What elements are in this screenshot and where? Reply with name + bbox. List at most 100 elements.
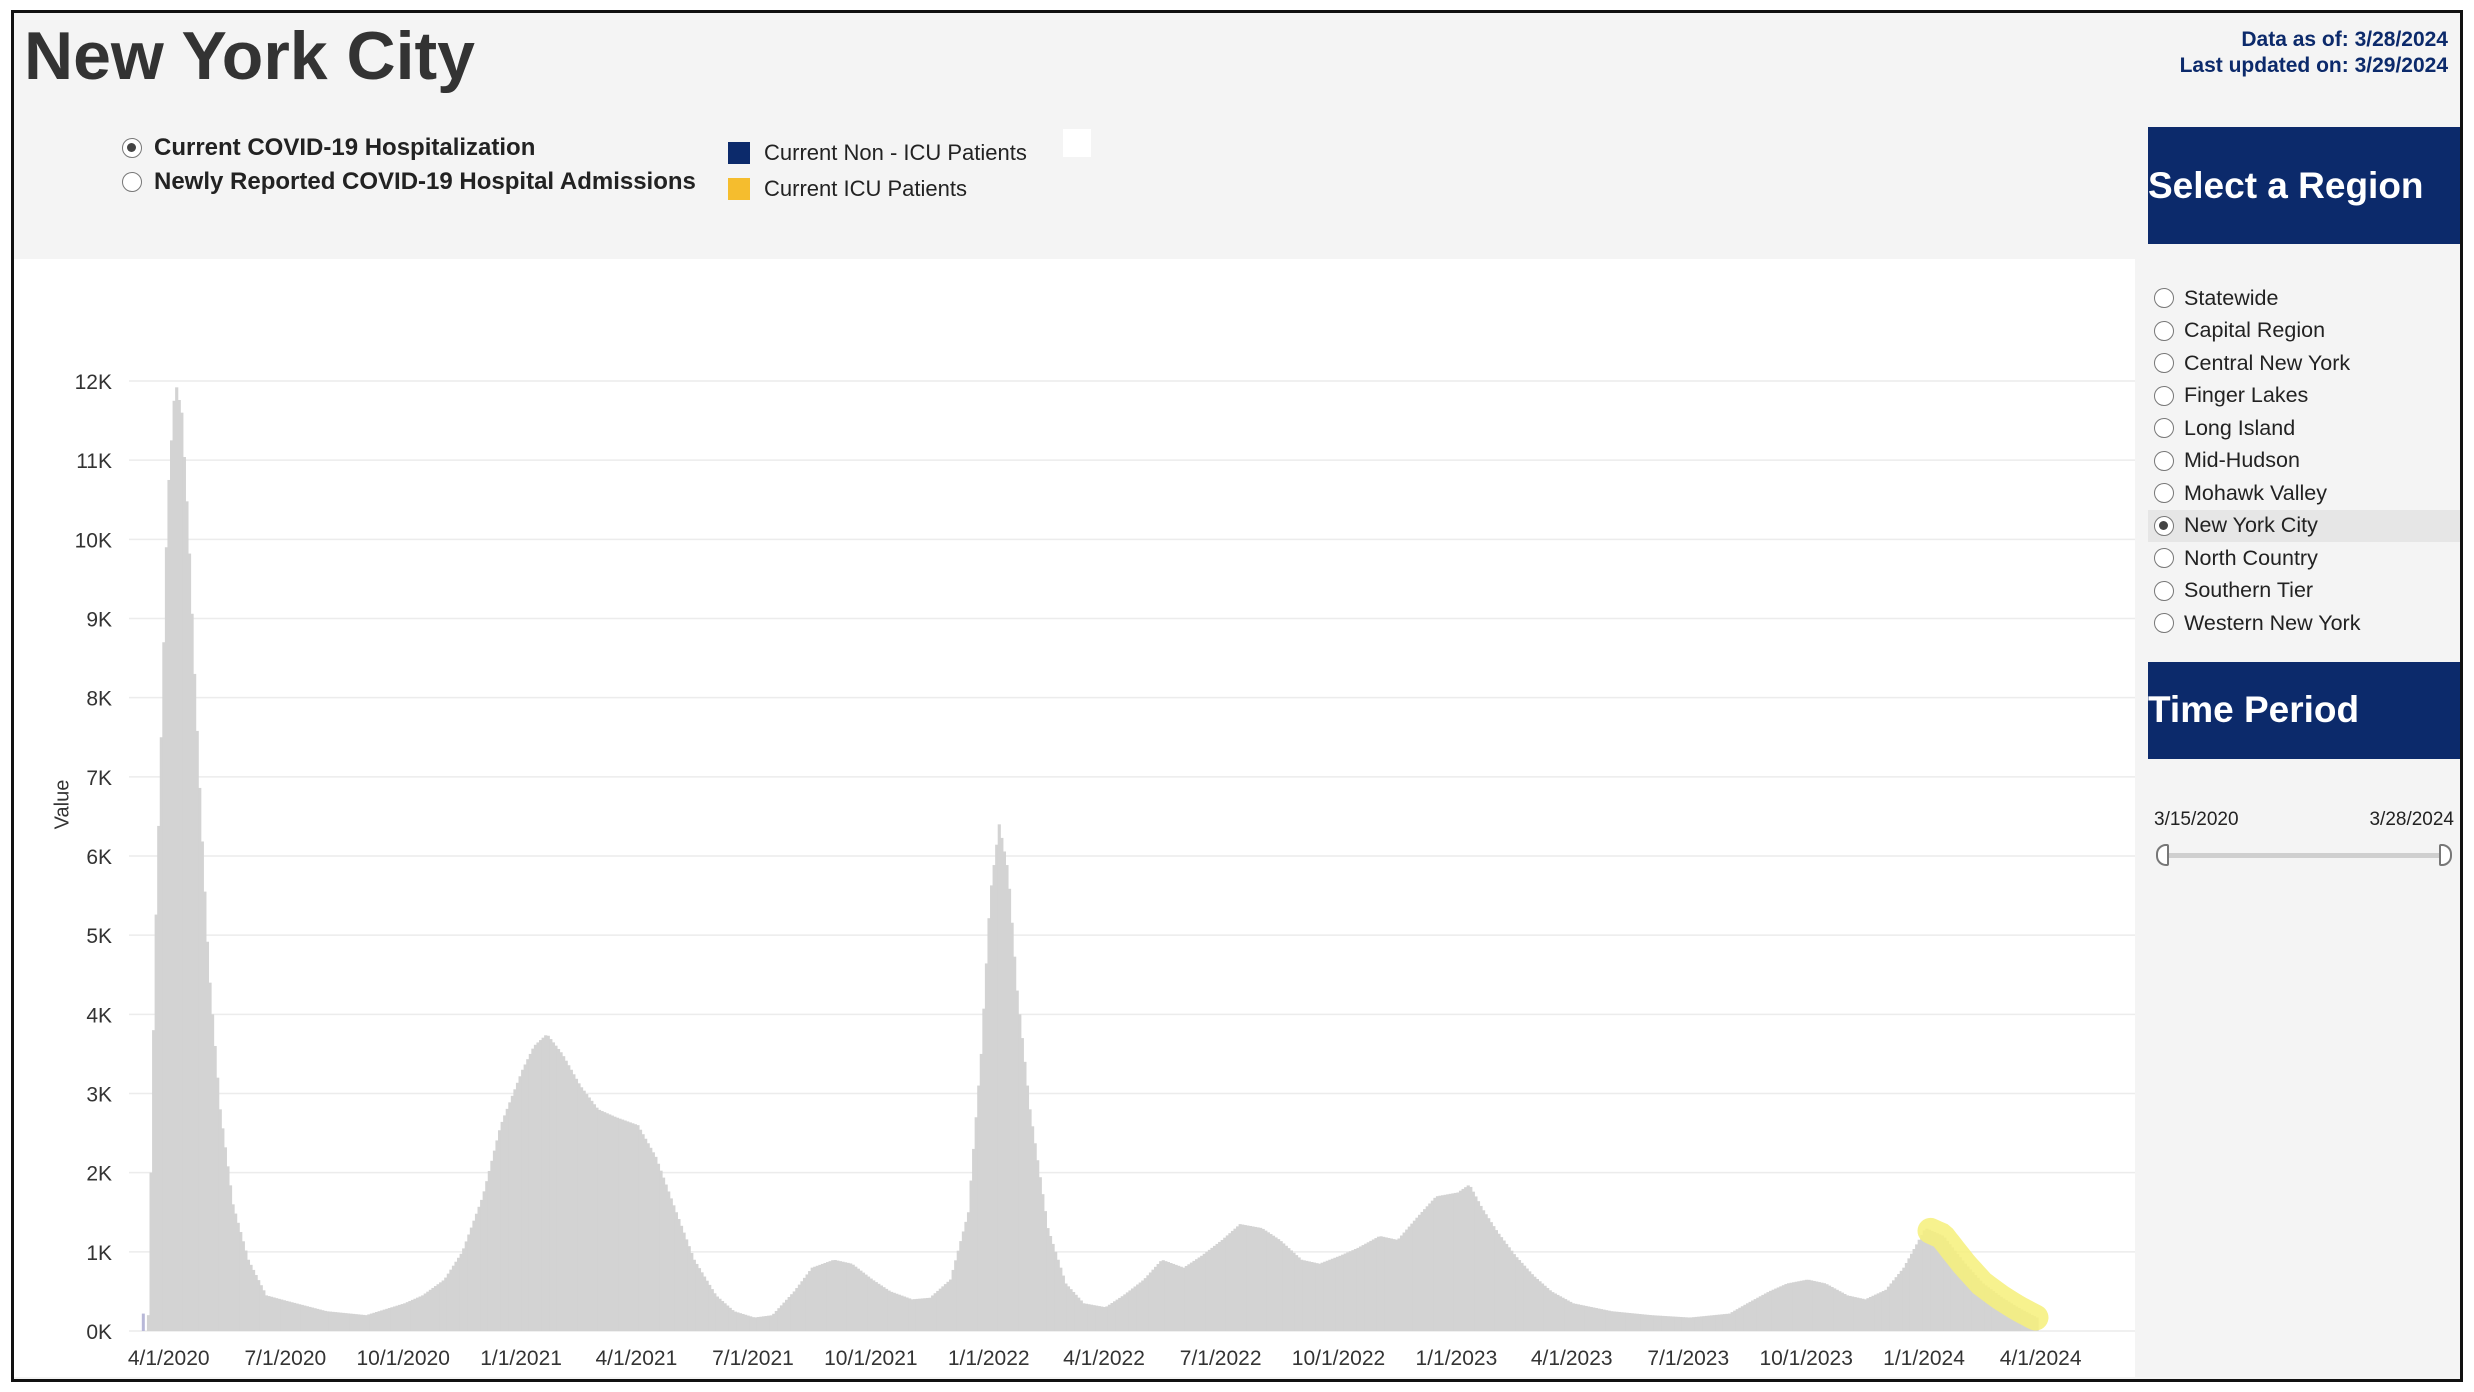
data-bar[interactable]	[603, 1112, 607, 1331]
data-bar[interactable]	[536, 1042, 540, 1331]
data-bar[interactable]	[979, 1053, 983, 1331]
data-bar[interactable]	[654, 1156, 658, 1331]
data-bar[interactable]	[1384, 1237, 1388, 1331]
data-bar[interactable]	[577, 1083, 581, 1331]
data-bar[interactable]	[1397, 1238, 1401, 1331]
data-bar[interactable]	[1435, 1196, 1440, 1331]
data-bar[interactable]	[859, 1270, 863, 1331]
data-bar[interactable]	[1799, 1280, 1803, 1331]
data-bar[interactable]	[890, 1291, 894, 1331]
data-bar[interactable]	[1277, 1239, 1281, 1331]
data-bar[interactable]	[1218, 1241, 1222, 1331]
data-bar[interactable]	[308, 1306, 312, 1331]
data-bar[interactable]	[1630, 1313, 1634, 1331]
data-bar[interactable]	[656, 1163, 661, 1331]
data-bar[interactable]	[800, 1281, 804, 1331]
data-bar[interactable]	[326, 1311, 330, 1331]
data-bar[interactable]	[1113, 1301, 1117, 1331]
data-bar[interactable]	[1171, 1263, 1176, 1331]
data-bar[interactable]	[200, 841, 204, 1331]
data-bar[interactable]	[744, 1314, 748, 1331]
data-bar[interactable]	[695, 1263, 699, 1331]
data-bar[interactable]	[1348, 1251, 1352, 1331]
data-bar[interactable]	[380, 1310, 384, 1331]
data-bar[interactable]	[1010, 922, 1014, 1331]
data-bar[interactable]	[1169, 1263, 1173, 1331]
data-bar[interactable]	[815, 1265, 819, 1331]
data-bar[interactable]	[244, 1250, 248, 1331]
data-bar[interactable]	[1154, 1266, 1158, 1331]
data-bar[interactable]	[344, 1313, 348, 1331]
data-bar[interactable]	[1974, 1275, 1978, 1331]
data-bar[interactable]	[426, 1291, 430, 1331]
data-bar[interactable]	[269, 1296, 274, 1331]
data-bar[interactable]	[226, 1166, 230, 1331]
data-bar[interactable]	[1704, 1315, 1709, 1331]
data-bar[interactable]	[928, 1297, 932, 1331]
data-bar[interactable]	[856, 1268, 860, 1331]
data-bar[interactable]	[1876, 1293, 1880, 1331]
data-bar[interactable]	[1868, 1296, 1873, 1331]
data-bar[interactable]	[1863, 1299, 1868, 1331]
data-bar[interactable]	[1005, 865, 1009, 1331]
data-bar[interactable]	[213, 1046, 217, 1331]
data-bar[interactable]	[1697, 1316, 1701, 1331]
data-bar[interactable]	[362, 1314, 366, 1331]
data-bar[interactable]	[1679, 1316, 1683, 1331]
data-bar[interactable]	[1195, 1259, 1199, 1331]
data-bar[interactable]	[1617, 1311, 1621, 1331]
data-bar[interactable]	[1699, 1316, 1704, 1331]
data-bar[interactable]	[1912, 1249, 1916, 1331]
data-bar[interactable]	[1469, 1186, 1473, 1331]
data-bar[interactable]	[1092, 1305, 1096, 1331]
data-bar[interactable]	[305, 1306, 309, 1331]
data-bar[interactable]	[720, 1301, 725, 1331]
data-bar[interactable]	[659, 1170, 663, 1331]
data-bar[interactable]	[1904, 1263, 1909, 1331]
data-bar[interactable]	[1471, 1191, 1475, 1331]
data-bar[interactable]	[672, 1205, 676, 1331]
data-bar[interactable]	[216, 1077, 220, 1331]
data-bar[interactable]	[1638, 1314, 1642, 1331]
data-bar[interactable]	[234, 1213, 238, 1331]
data-bar[interactable]	[690, 1252, 694, 1331]
data-bar[interactable]	[1523, 1265, 1527, 1331]
data-bar[interactable]	[713, 1293, 717, 1331]
data-bar[interactable]	[1943, 1237, 1947, 1331]
data-bar[interactable]	[1886, 1286, 1891, 1331]
data-bar[interactable]	[1812, 1280, 1816, 1331]
data-bar[interactable]	[1482, 1210, 1486, 1331]
data-bar[interactable]	[1182, 1267, 1186, 1331]
data-bar[interactable]	[1745, 1303, 1750, 1331]
data-bar[interactable]	[385, 1308, 389, 1331]
data-bar[interactable]	[1553, 1293, 1557, 1331]
data-bar[interactable]	[316, 1308, 320, 1331]
data-bar[interactable]	[1248, 1225, 1252, 1331]
data-bar[interactable]	[464, 1241, 468, 1331]
data-bar[interactable]	[467, 1234, 471, 1331]
data-bar[interactable]	[1525, 1268, 1529, 1331]
data-bar[interactable]	[1763, 1293, 1768, 1331]
data-bar[interactable]	[810, 1267, 814, 1331]
data-bar[interactable]	[1669, 1316, 1673, 1331]
data-bar[interactable]	[1758, 1296, 1762, 1331]
data-bar[interactable]	[1379, 1236, 1383, 1331]
data-bar[interactable]	[1266, 1232, 1270, 1331]
data-bar[interactable]	[1456, 1192, 1460, 1331]
data-bar[interactable]	[877, 1283, 881, 1331]
data-bar[interactable]	[1810, 1280, 1814, 1331]
data-bar[interactable]	[1146, 1275, 1150, 1331]
data-bar[interactable]	[1351, 1250, 1355, 1331]
data-bar[interactable]	[1991, 1291, 1996, 1331]
data-bar[interactable]	[1646, 1314, 1650, 1331]
data-bar[interactable]	[861, 1272, 866, 1331]
data-bar[interactable]	[779, 1305, 784, 1331]
data-bar[interactable]	[1087, 1304, 1091, 1331]
data-bar[interactable]	[1558, 1296, 1563, 1331]
radio-selected-icon[interactable]	[122, 138, 142, 158]
data-bar[interactable]	[1584, 1305, 1588, 1331]
radio-unselected-icon[interactable]	[2154, 418, 2174, 439]
data-bar[interactable]	[692, 1259, 696, 1331]
data-bar[interactable]	[1610, 1311, 1614, 1331]
data-bar[interactable]	[500, 1121, 504, 1331]
